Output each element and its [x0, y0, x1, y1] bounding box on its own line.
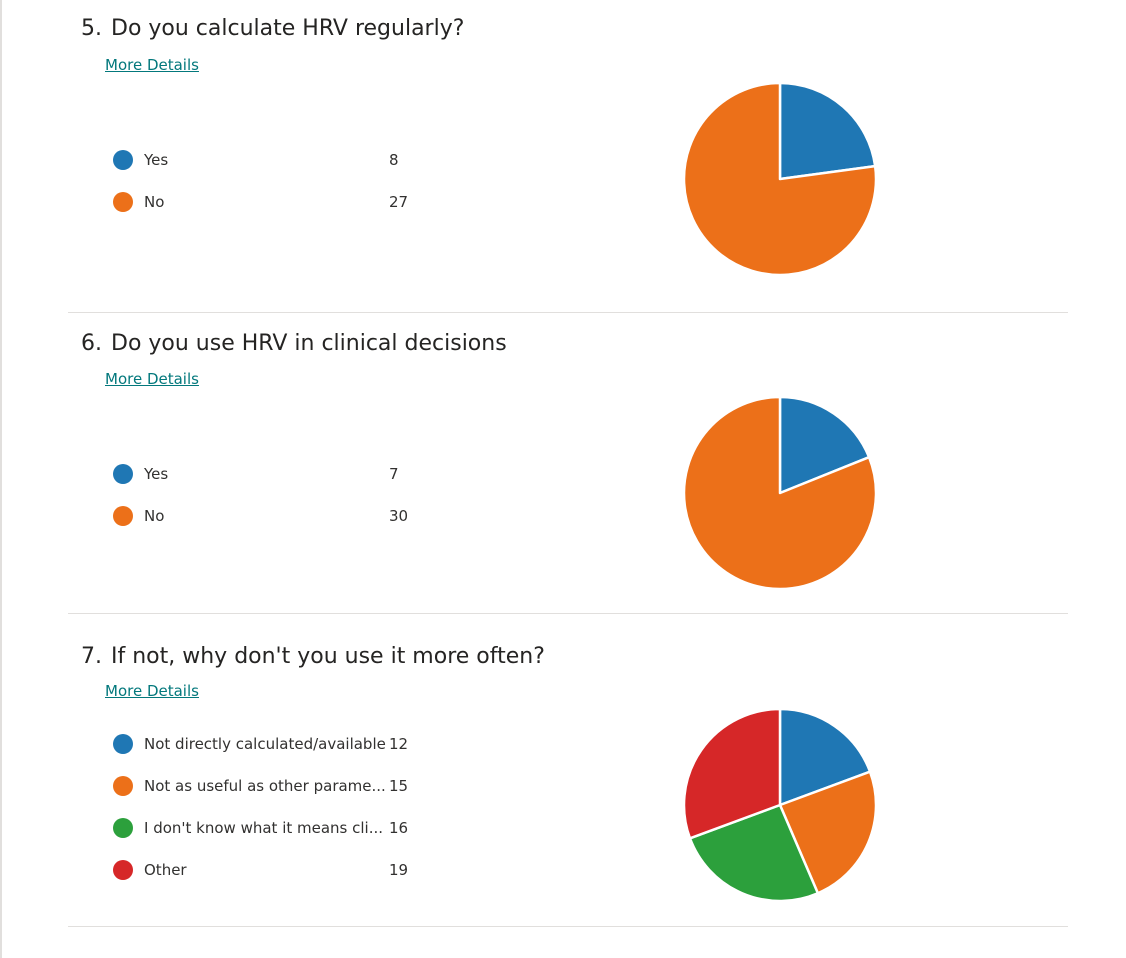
pie-svg	[682, 395, 878, 591]
legend-count: 30	[389, 507, 409, 525]
question-title: 6. Do you use HRV in clinical decisions	[81, 331, 507, 356]
legend-count: 15	[389, 777, 409, 795]
legend-item-other: Other 19	[113, 858, 413, 882]
legend-swatch	[113, 192, 133, 212]
more-details-link[interactable]: More Details	[105, 682, 199, 700]
legend-count: 8	[389, 151, 399, 169]
legend-swatch	[113, 150, 133, 170]
more-details-link[interactable]: More Details	[105, 370, 199, 388]
question-card-7: 7. If not, why don't you use it more ofte…	[68, 614, 1068, 927]
legend-label: I don't know what it means cli...	[144, 819, 384, 837]
legend-label: Not directly calculated/available	[144, 735, 386, 753]
question-title: 5. Do you calculate HRV regularly?	[81, 16, 464, 41]
legend-swatch	[113, 734, 133, 754]
pie-slice-not-directly-calculated-available[interactable]	[778, 707, 872, 807]
legend-item-not-available: Not directly calculated/available 12	[113, 732, 413, 756]
page-left-border	[0, 0, 2, 958]
legend-item-dont-know: I don't know what it means cli... 16	[113, 816, 413, 840]
legend-item-no: No 30	[113, 504, 413, 528]
more-details-link[interactable]: More Details	[105, 56, 199, 74]
question-card-6: 6. Do you use HRV in clinical decisions M…	[68, 301, 1068, 614]
legend-label: Other	[144, 861, 187, 879]
legend-label: Not as useful as other parame...	[144, 777, 386, 795]
legend-label: Yes	[144, 151, 169, 169]
legend-swatch	[113, 860, 133, 880]
question-number: 7.	[81, 644, 102, 669]
pie-svg	[682, 707, 878, 903]
question-card-5: 5. Do you calculate HRV regularly? More D…	[68, 0, 1068, 313]
question-number: 5.	[81, 16, 102, 41]
legend-label: Yes	[144, 465, 169, 483]
pie-chart	[682, 395, 878, 591]
pie-slice-yes[interactable]	[778, 81, 877, 181]
question-text: Do you calculate HRV regularly?	[111, 16, 465, 41]
pie-slice-yes[interactable]	[778, 395, 871, 495]
pie-slice-other[interactable]	[682, 707, 782, 840]
legend-swatch	[113, 506, 133, 526]
pie-slice-no[interactable]	[682, 395, 878, 591]
legend-label: No	[144, 193, 165, 211]
pie-slice-i-don-t-know-what-it-means-cli[interactable]	[688, 803, 820, 903]
pie-chart	[682, 707, 878, 903]
pie-svg	[682, 81, 878, 277]
pie-slice-not-as-useful-as-other-parame[interactable]	[778, 770, 878, 895]
legend-item-yes: Yes 8	[113, 148, 413, 172]
question-number: 6.	[81, 331, 102, 356]
legend-swatch	[113, 464, 133, 484]
legend-count: 27	[389, 193, 409, 211]
legend-count: 16	[389, 819, 409, 837]
legend-count: 19	[389, 861, 409, 879]
legend-item-not-useful: Not as useful as other parame... 15	[113, 774, 413, 798]
question-text: If not, why don't you use it more often?	[111, 644, 545, 669]
legend-count: 12	[389, 735, 409, 753]
question-title: 7. If not, why don't you use it more ofte…	[81, 644, 545, 669]
legend-item-no: No 27	[113, 190, 413, 214]
legend-item-yes: Yes 7	[113, 462, 413, 486]
legend-swatch	[113, 776, 133, 796]
legend-count: 7	[389, 465, 399, 483]
pie-chart	[682, 81, 878, 277]
question-text: Do you use HRV in clinical decisions	[111, 331, 507, 356]
legend-swatch	[113, 818, 133, 838]
legend-label: No	[144, 507, 165, 525]
pie-slice-no[interactable]	[682, 81, 878, 277]
